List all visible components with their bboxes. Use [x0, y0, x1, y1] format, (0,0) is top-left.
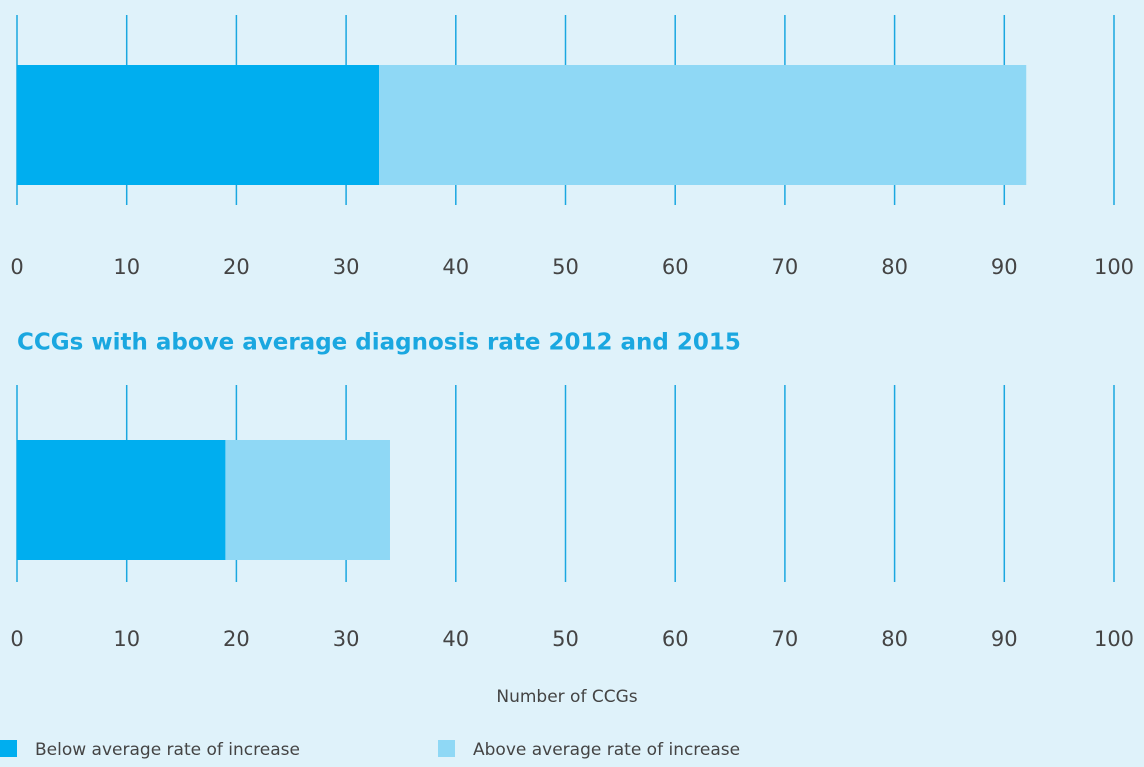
x-tick-label: 60 [662, 627, 689, 651]
legend-swatch [0, 740, 17, 757]
x-tick-label: 30 [333, 627, 360, 651]
x-tick-label: 70 [772, 255, 799, 279]
x-tick-label: 90 [991, 627, 1018, 651]
x-tick-label: 0 [10, 627, 23, 651]
x-tick-label: 40 [442, 255, 469, 279]
x-tick-label: 100 [1094, 627, 1134, 651]
legend-swatch [438, 740, 455, 757]
x-tick-label: 90 [991, 255, 1018, 279]
x-tick-label: 30 [333, 255, 360, 279]
x-tick-label: 20 [223, 627, 250, 651]
chart-title: CCGs with above average diagnosis rate 2… [17, 330, 741, 356]
x-tick-label: 60 [662, 255, 689, 279]
legend-label: Above average rate of increase [473, 740, 740, 760]
x-tick-label: 50 [552, 255, 579, 279]
x-tick-label: 80 [881, 255, 908, 279]
x-axis-label: Number of CCGs [496, 687, 637, 707]
x-tick-label: 10 [113, 627, 140, 651]
bar-segment [17, 65, 380, 185]
bar-segment [17, 440, 226, 560]
x-tick-label: 100 [1094, 255, 1134, 279]
x-tick-label: 80 [881, 627, 908, 651]
x-tick-label: 70 [772, 627, 799, 651]
x-tick-label: 20 [223, 255, 250, 279]
x-tick-label: 0 [10, 255, 23, 279]
x-tick-label: 10 [113, 255, 140, 279]
x-tick-label: 50 [552, 627, 579, 651]
bar-segment [379, 65, 1027, 185]
bar-segment [225, 440, 390, 560]
x-tick-label: 40 [442, 627, 469, 651]
legend-label: Below average rate of increase [35, 740, 300, 760]
